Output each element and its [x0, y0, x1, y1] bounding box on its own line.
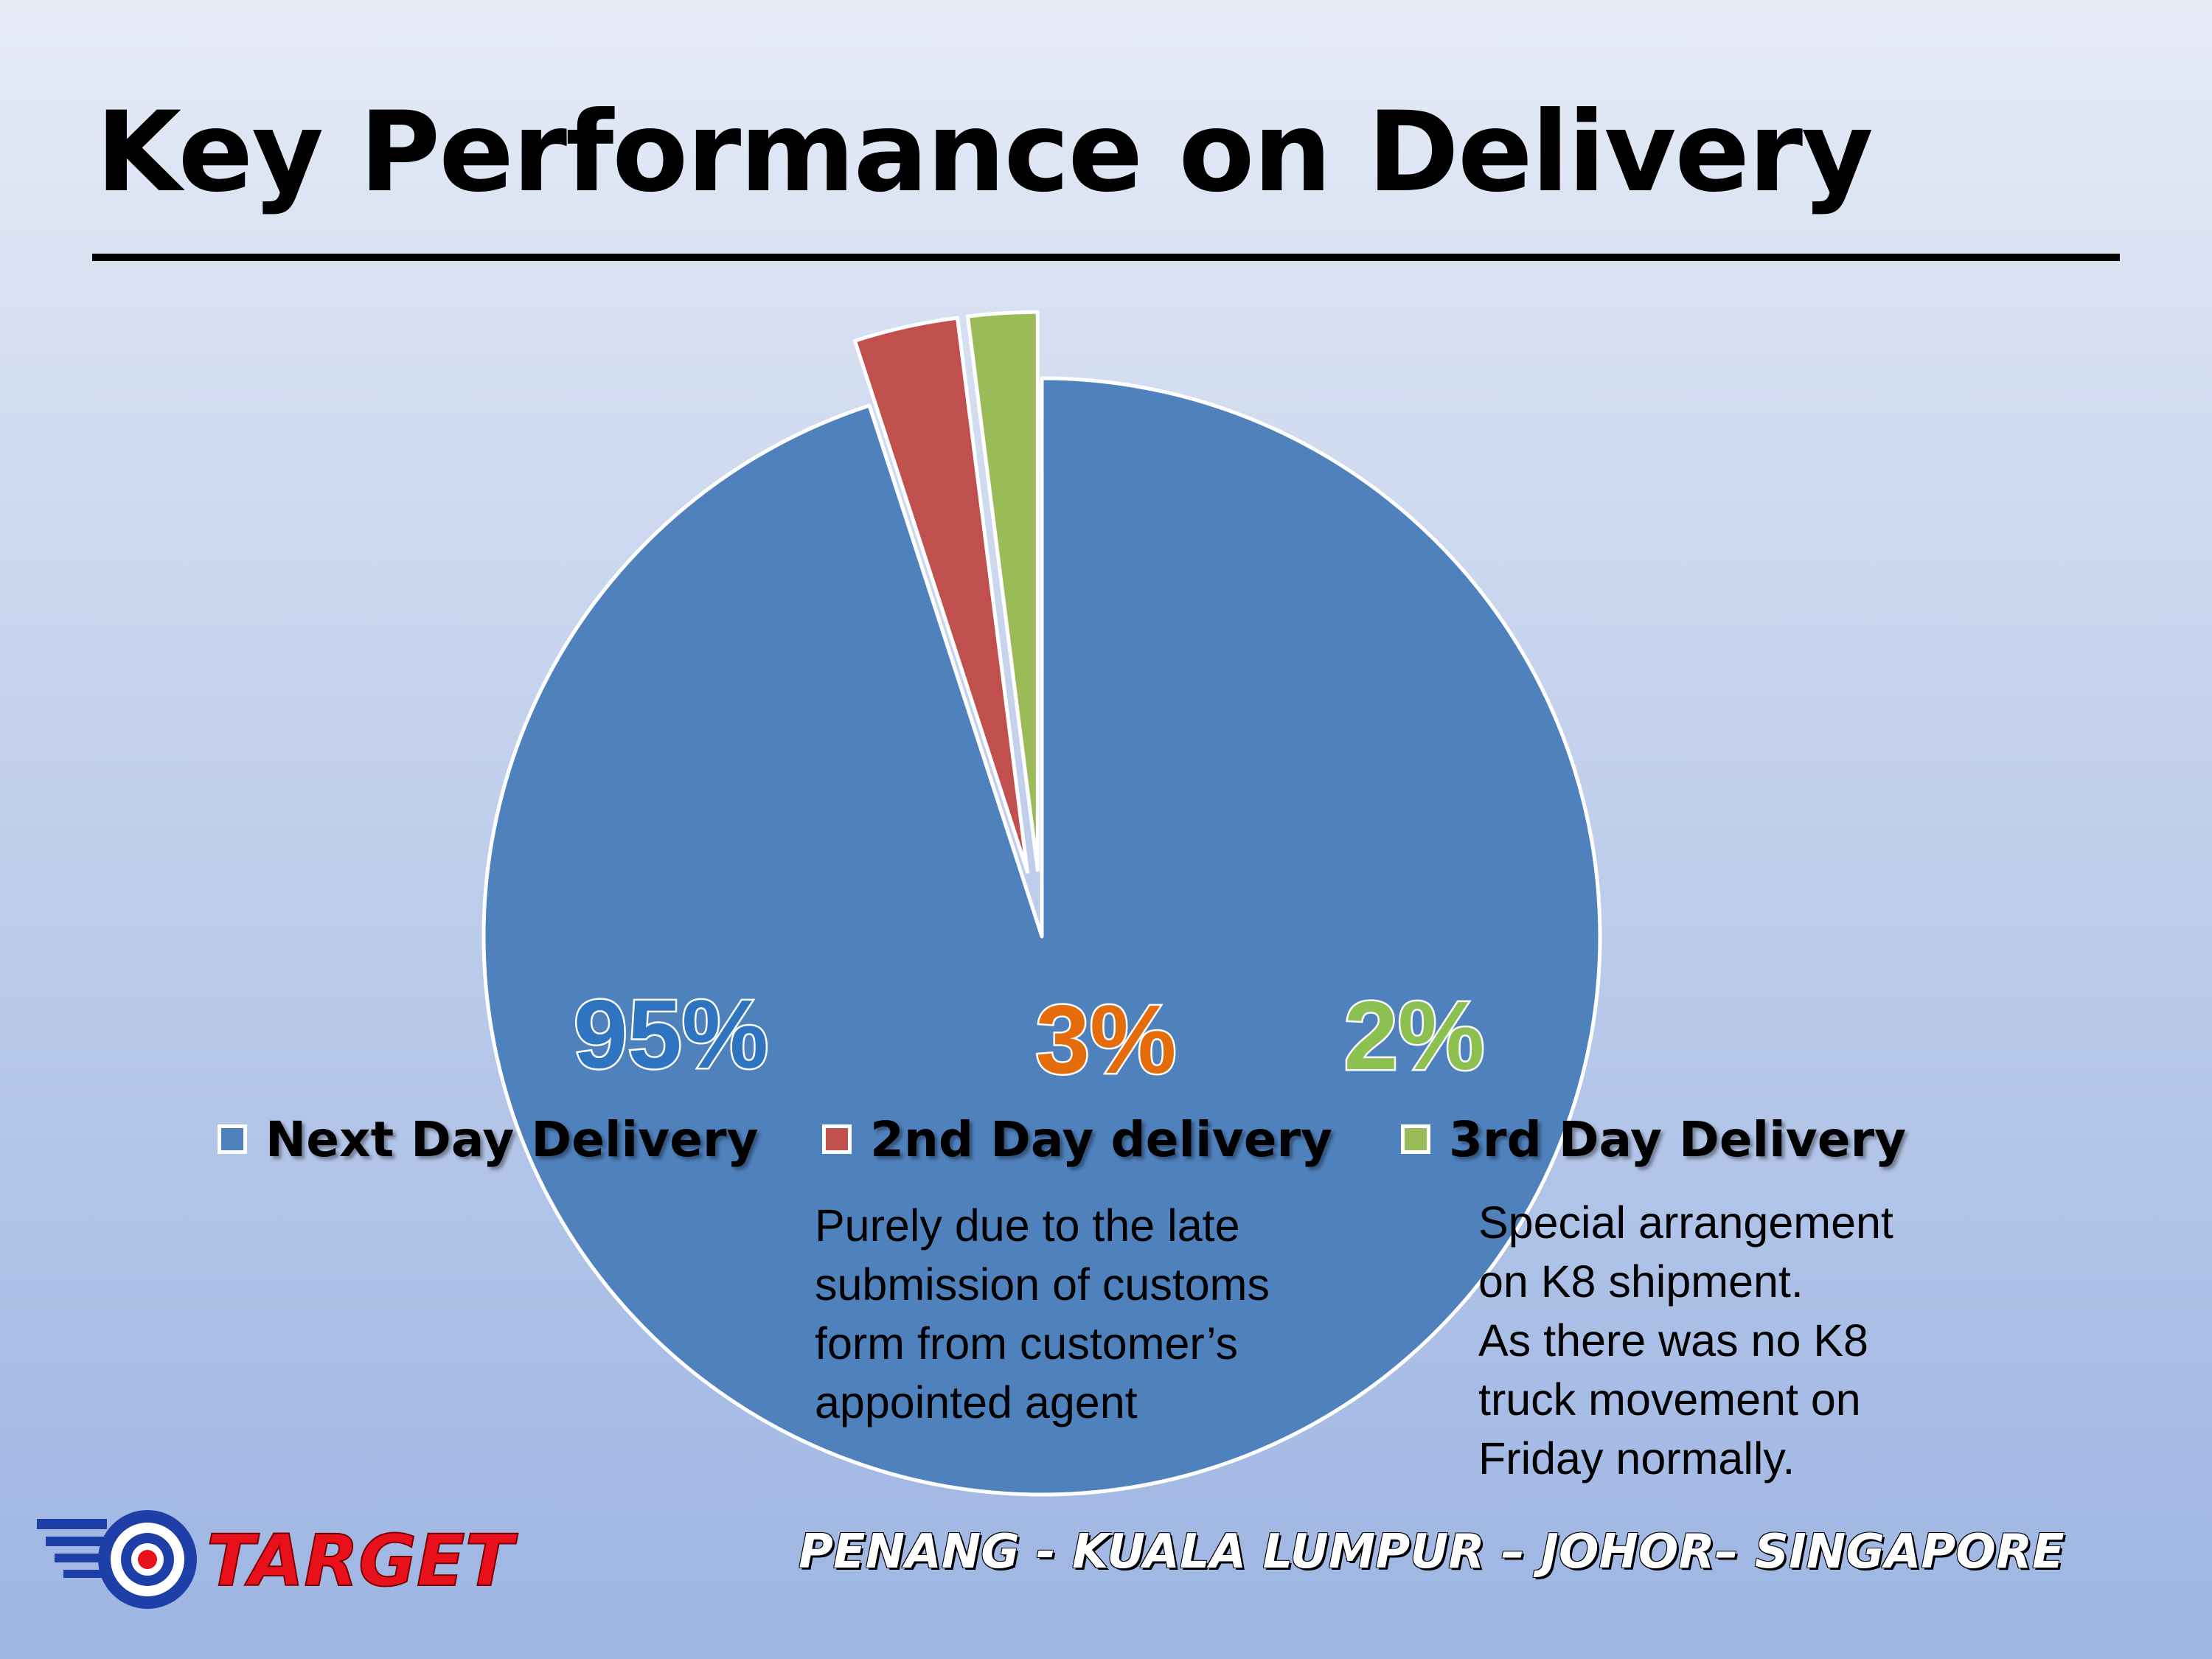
pie-slice-3 — [965, 310, 1040, 872]
note-line: Friday normally. — [1478, 1433, 1795, 1484]
note-line: on K8 shipment. — [1478, 1256, 1804, 1307]
note-line: Special arrangement — [1478, 1197, 1893, 1248]
note-2nd-day: Purely due to the late submission of cus… — [815, 1196, 1270, 1432]
note-line: truck movement on — [1478, 1374, 1861, 1425]
note-line: submission of customs — [815, 1259, 1270, 1310]
legend-item-2nd-day: 2nd Day delivery — [822, 1106, 1332, 1172]
target-logo: TARGET — [37, 1510, 519, 1609]
pie-slice-1 — [481, 376, 1602, 1497]
footer-cities: PENANG - KUALA LUMPUR – JOHOR– SINGAPORE — [799, 1525, 2065, 1579]
note-line: Purely due to the late — [815, 1200, 1240, 1251]
pie-slice-2 — [852, 316, 1029, 874]
pie-label-1: 95% — [574, 980, 768, 1088]
logo-wordmark: TARGET — [206, 1520, 518, 1602]
note-line: appointed agent — [815, 1377, 1138, 1427]
note-3rd-day: Special arrangement on K8 shipment. As t… — [1478, 1193, 1893, 1488]
legend-label-next-day: Next Day Delivery — [265, 1110, 759, 1168]
legend-item-3rd-day: 3rd Day Delivery — [1401, 1106, 1906, 1172]
pie-label-3: 2% — [1344, 981, 1485, 1090]
legend-label-2nd-day: 2nd Day delivery — [870, 1110, 1333, 1168]
note-line: form from customer’s — [815, 1318, 1238, 1368]
bullseye-icon — [98, 1510, 197, 1609]
legend-swatch-2nd-day — [822, 1124, 852, 1154]
legend-label-3rd-day: 3rd Day Delivery — [1449, 1110, 1907, 1168]
wing-icon — [37, 1519, 107, 1578]
legend-swatch-3rd-day — [1401, 1124, 1430, 1154]
legend-swatch-next-day — [218, 1124, 247, 1154]
legend-item-next-day: Next Day Delivery — [218, 1106, 759, 1172]
pie-label-2: 3% — [1036, 985, 1177, 1093]
note-line: As there was no K8 — [1478, 1315, 1868, 1366]
title-divider — [92, 254, 2120, 261]
page-title: Key Performance on Delivery — [96, 88, 1874, 217]
